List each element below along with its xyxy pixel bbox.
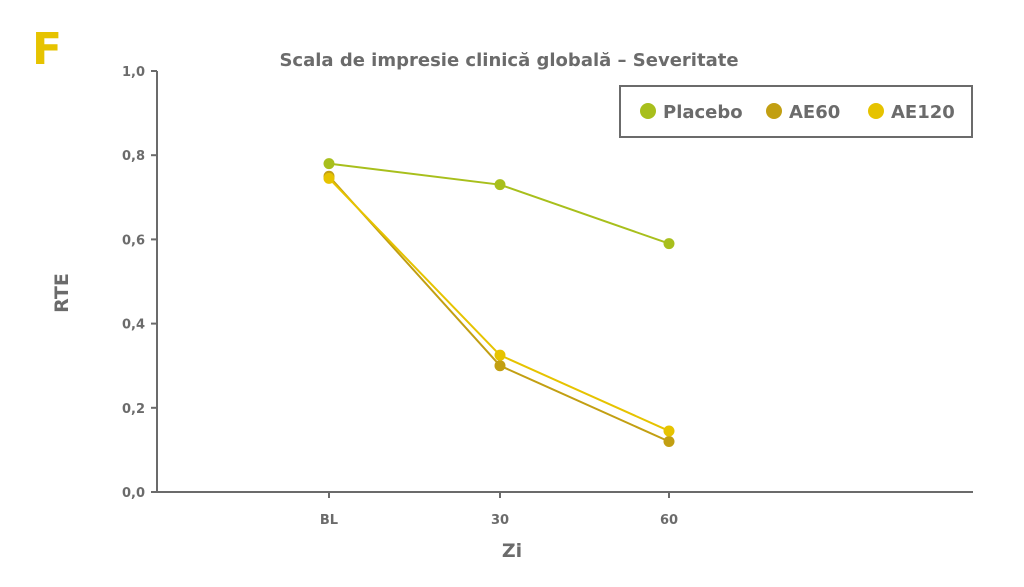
y-tick-label: 1,0 <box>122 65 145 80</box>
data-point-placebo <box>494 179 506 191</box>
series-line-ae60 <box>328 175 670 443</box>
series-line-ae120 <box>328 177 670 432</box>
legend-label-ae60: AE60 <box>789 102 840 123</box>
y-tick-label: 0,2 <box>122 402 145 417</box>
axes: 0,0 0,2 0,4 0,6 0,8 1,0 BL 30 60 <box>122 65 973 528</box>
y-tick-label: 0,6 <box>122 233 145 248</box>
data-point-ae120 <box>663 425 675 437</box>
legend: Placebo AE60 AE120 <box>619 85 973 138</box>
y-tick-label: 0,4 <box>122 318 145 333</box>
x-tick-label: 30 <box>491 513 509 528</box>
legend-marker-ae60 <box>766 103 782 119</box>
y-tick-label: 0,8 <box>122 149 145 164</box>
data-point-placebo <box>323 158 335 170</box>
chart-title: Scala de impresie clinică globală – Seve… <box>279 50 738 71</box>
series-layer <box>323 158 675 447</box>
legend-label-placebo: Placebo <box>663 102 743 123</box>
legend-marker-ae120 <box>868 103 884 119</box>
legend-marker-placebo <box>640 103 656 119</box>
data-point-ae60 <box>663 435 675 447</box>
y-tick-label: 0,0 <box>122 486 145 501</box>
x-tick-label: BL <box>320 513 338 528</box>
data-point-ae120 <box>323 172 335 184</box>
x-tick-label: 60 <box>660 513 678 528</box>
data-point-ae60 <box>494 360 506 372</box>
legend-box <box>619 85 973 138</box>
legend-label-ae120: AE120 <box>891 102 955 123</box>
y-axis-title: RTE <box>51 273 73 313</box>
data-point-ae120 <box>494 349 506 361</box>
x-axis-title: Zi <box>502 540 522 562</box>
panel-label: F <box>32 24 62 75</box>
data-point-placebo <box>663 238 675 250</box>
